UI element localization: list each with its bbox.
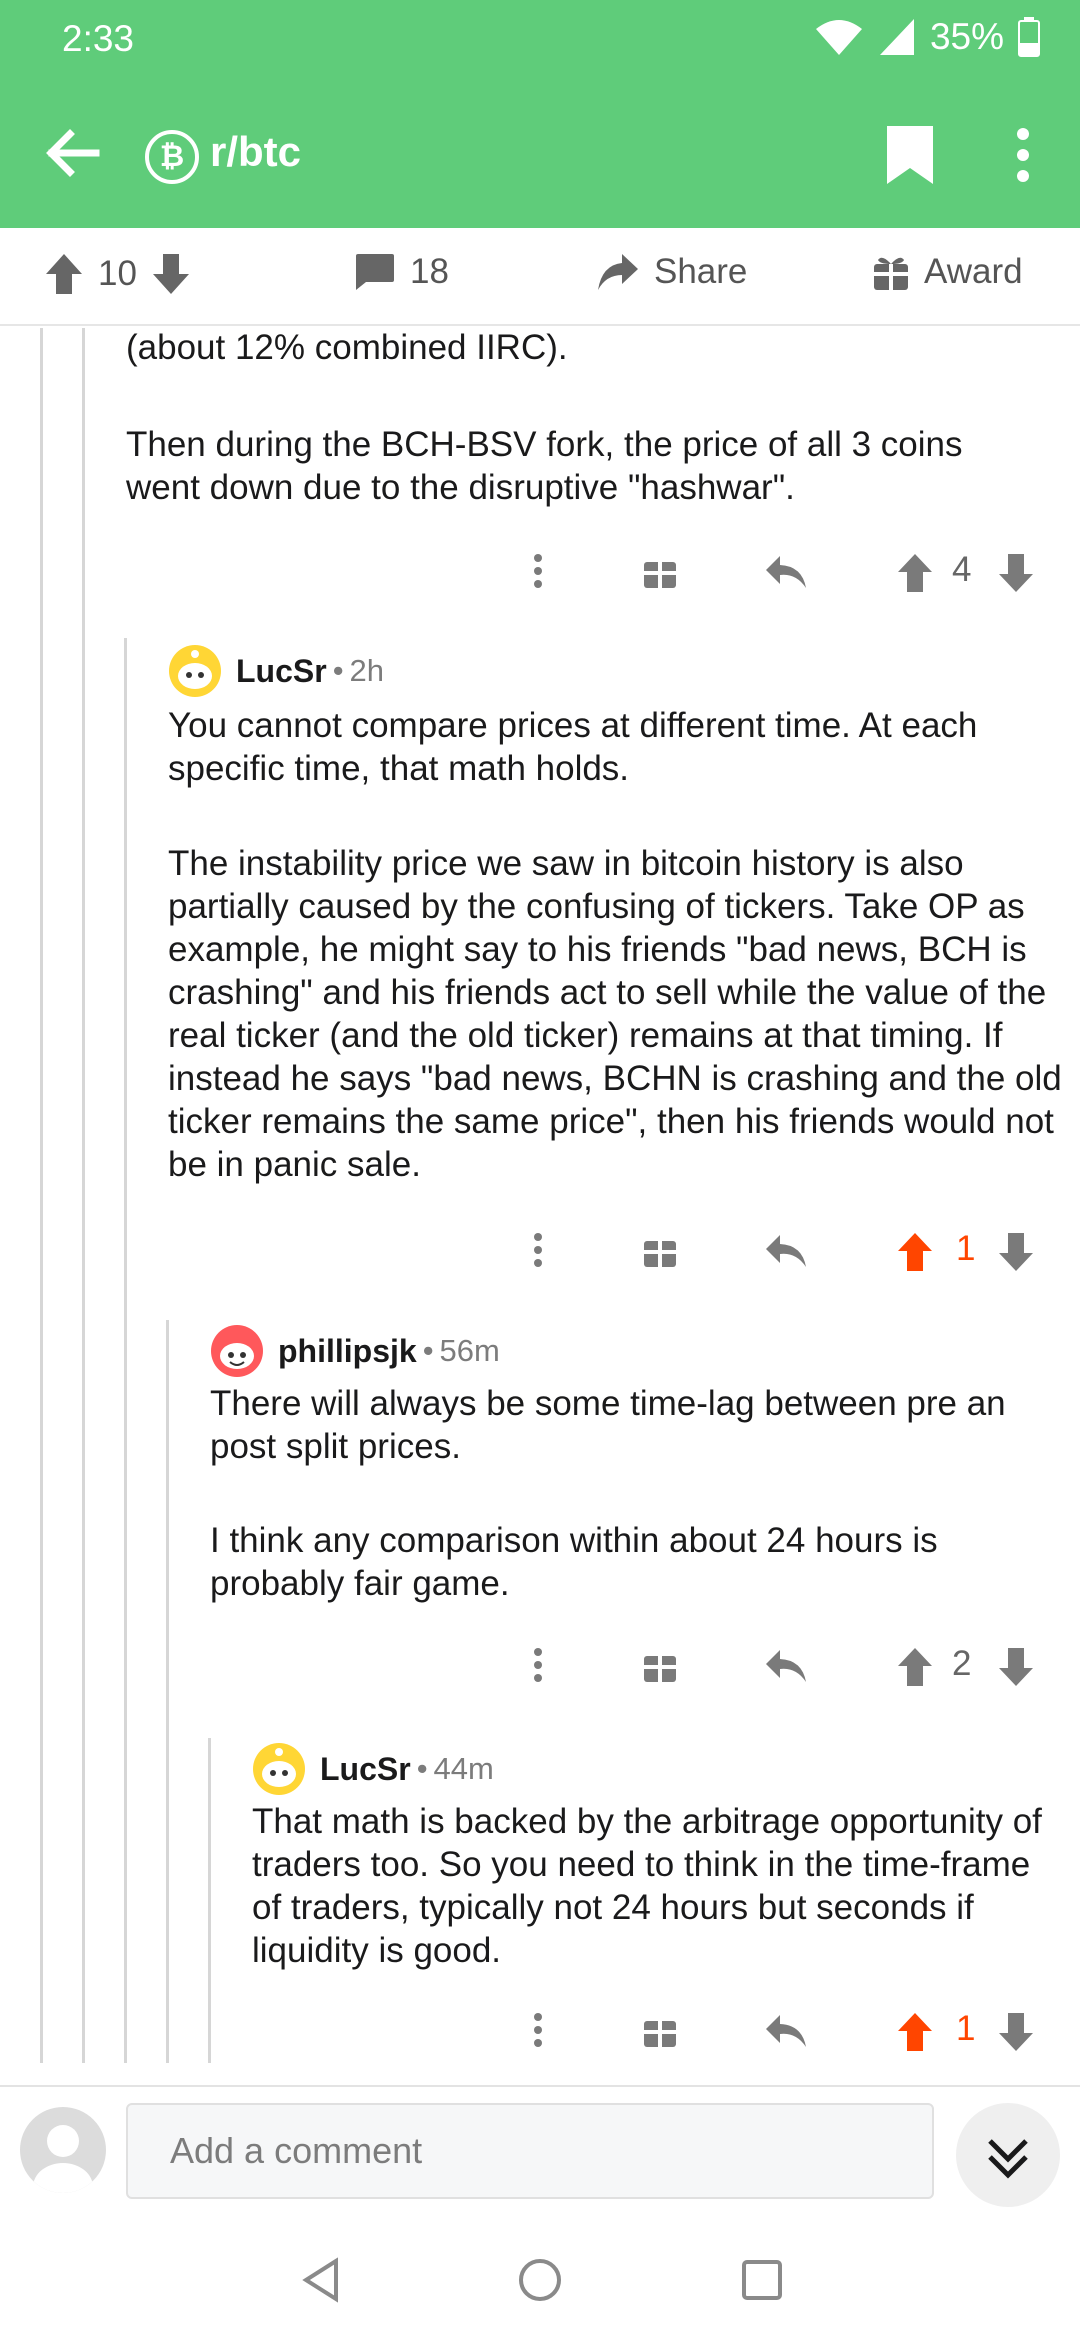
reply-icon[interactable]: [764, 1648, 808, 1686]
reply-icon[interactable]: [764, 554, 808, 592]
comment-actions: 1: [500, 1225, 1060, 1279]
vote-count: 4: [952, 550, 972, 589]
more-vert-icon: [1017, 128, 1029, 182]
share-label: Share: [654, 252, 748, 291]
avatar[interactable]: [210, 1324, 264, 1378]
user-avatar[interactable]: [20, 2107, 106, 2193]
vote-count: 1: [956, 2009, 976, 2048]
thread-line[interactable]: [166, 1320, 169, 2063]
comment-paragraph: There will always be some time-lag betwe…: [210, 1384, 1006, 1466]
upvote-icon[interactable]: [896, 552, 934, 594]
downvote-icon[interactable]: [997, 1231, 1035, 1273]
more-options-button[interactable]: [1000, 122, 1046, 188]
comment-author[interactable]: phillipsjk: [278, 1332, 417, 1369]
comment-paragraph: Then during the BCH-BSV fork, the price …: [126, 425, 963, 507]
comment-author[interactable]: LucSr: [236, 652, 327, 689]
circle-home-icon: [519, 2259, 561, 2301]
more-vert-icon[interactable]: [528, 1225, 548, 1275]
comment-paragraph: The instability price we saw in bitcoin …: [168, 844, 1062, 1184]
comment-actions: 4: [500, 546, 1060, 600]
post-action-bar: 10 18 Share Award: [0, 228, 1080, 326]
comment-actions: 1: [500, 2005, 1060, 2059]
signal-icon: [879, 19, 914, 55]
reply-icon[interactable]: [764, 2013, 808, 2051]
more-vert-icon[interactable]: [528, 1640, 548, 1690]
app-bar: ₿ r/btc: [0, 78, 1080, 228]
comment-time: 2h: [349, 653, 385, 688]
battery-percent: 35%: [929, 16, 1004, 57]
reply-icon[interactable]: [764, 1233, 808, 1271]
bookmark-icon: [887, 126, 933, 184]
bookmark-button[interactable]: [885, 124, 935, 186]
nav-home-button[interactable]: [515, 2255, 565, 2305]
avatar[interactable]: [168, 644, 222, 698]
bitcoin-icon[interactable]: ₿: [145, 130, 199, 184]
back-button[interactable]: [40, 120, 106, 186]
downvote-icon[interactable]: [997, 1646, 1035, 1688]
expand-comments-button[interactable]: [956, 2103, 1060, 2207]
comment-meta-separator: •: [332, 653, 344, 688]
status-bar: 2:33 35%: [0, 0, 1080, 78]
comment-meta-separator: •: [416, 1751, 428, 1786]
upvote-icon[interactable]: [896, 1231, 934, 1273]
gift-icon[interactable]: [642, 1648, 678, 1684]
award-button[interactable]: Award: [872, 252, 1023, 292]
gift-icon[interactable]: [642, 554, 678, 590]
comment-paragraph: I think any comparison within about 24 h…: [210, 1521, 938, 1603]
comments-count-button[interactable]: 18: [352, 252, 449, 292]
nav-recents-button[interactable]: [737, 2255, 787, 2305]
battery-icon: [1018, 17, 1040, 57]
square-recents-icon: [742, 2260, 782, 2300]
comment-meta-separator: •: [422, 1333, 434, 1368]
more-vert-icon[interactable]: [528, 2005, 548, 2055]
nav-back-button[interactable]: [296, 2255, 346, 2305]
chevron-double-down-icon: [988, 2139, 1028, 2179]
status-icons: 35%: [814, 16, 1040, 58]
status-time: 2:33: [62, 18, 135, 59]
downvote-icon[interactable]: [997, 2011, 1035, 2053]
gift-icon[interactable]: [642, 2013, 678, 2049]
comment-time: 44m: [433, 1751, 494, 1786]
triangle-back-icon: [302, 2257, 338, 2303]
comments-count: 18: [410, 252, 449, 291]
comment-icon: [356, 254, 394, 290]
comment-time: 56m: [439, 1333, 500, 1368]
system-nav-bar: [0, 2215, 1080, 2340]
comment-paragraph: That math is backed by the arbitrage opp…: [252, 1802, 1042, 1970]
upvote-icon[interactable]: [896, 1646, 934, 1688]
gift-icon[interactable]: [642, 1233, 678, 1269]
vote-count: 2: [952, 1644, 972, 1683]
award-label: Award: [924, 252, 1023, 291]
comment-actions: 2: [500, 1640, 1060, 1694]
thread-line[interactable]: [124, 638, 127, 2063]
gift-icon: [874, 257, 908, 290]
thread-line[interactable]: [40, 328, 43, 2063]
share-icon: [598, 254, 638, 290]
share-button[interactable]: Share: [596, 252, 747, 292]
comment-thread: (about 12% combined IIRC). Then during t…: [0, 328, 1080, 2063]
more-vert-icon[interactable]: [528, 546, 548, 596]
comment-header: LucSr • 44m: [252, 1742, 494, 1796]
user-icon: [33, 2125, 93, 2193]
comment-paragraph: You cannot compare prices at different t…: [168, 706, 978, 788]
add-comment-input[interactable]: [126, 2103, 934, 2199]
comment-composer-bar: [0, 2085, 1080, 2215]
comment-header: LucSr • 2h: [168, 644, 384, 698]
downvote-icon[interactable]: [997, 552, 1035, 594]
post-vote-count: 10: [98, 254, 137, 293]
wifi-icon: [815, 20, 862, 55]
arrow-left-icon: [46, 129, 100, 177]
comment-author[interactable]: LucSr: [320, 1750, 411, 1787]
thread-line[interactable]: [82, 328, 85, 2063]
comment-header: phillipsjk • 56m: [210, 1324, 500, 1378]
vote-count: 1: [956, 1229, 976, 1268]
post-vote: 10: [44, 252, 191, 296]
thread-line[interactable]: [208, 1738, 211, 2063]
upvote-icon[interactable]: [896, 2011, 934, 2053]
subreddit-name[interactable]: r/btc: [210, 128, 302, 175]
comment-paragraph: (about 12% combined IIRC).: [126, 328, 568, 367]
avatar[interactable]: [252, 1742, 306, 1796]
upvote-icon[interactable]: [44, 252, 84, 296]
downvote-icon[interactable]: [151, 252, 191, 296]
